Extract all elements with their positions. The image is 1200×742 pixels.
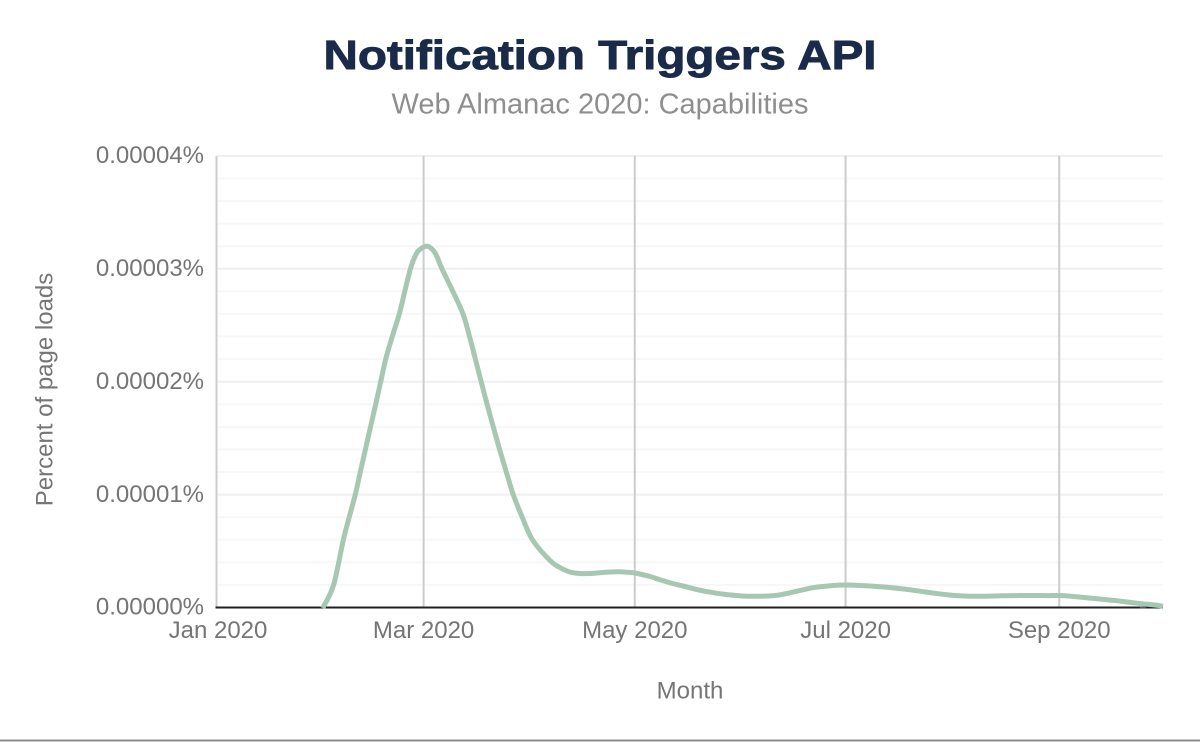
svg-text:Web Almanac 2020: Capabilities: Web Almanac 2020: Capabilities [392,88,809,120]
svg-text:Percent of page loads: Percent of page loads [31,273,58,507]
svg-text:Notification Triggers API: Notification Triggers API [323,33,876,78]
svg-text:0.00004%: 0.00004% [96,142,204,169]
svg-text:0.00003%: 0.00003% [96,255,204,282]
svg-text:Month: Month [657,678,724,705]
svg-text:Sep 2020: Sep 2020 [1008,617,1111,644]
svg-text:Jul 2020: Jul 2020 [800,617,891,644]
svg-text:Mar 2020: Mar 2020 [373,617,474,644]
svg-text:Jan 2020: Jan 2020 [169,617,268,644]
svg-text:0.00000%: 0.00000% [96,594,204,621]
svg-text:0.00001%: 0.00001% [96,481,204,508]
svg-text:0.00002%: 0.00002% [96,368,204,395]
svg-text:May 2020: May 2020 [582,617,687,644]
